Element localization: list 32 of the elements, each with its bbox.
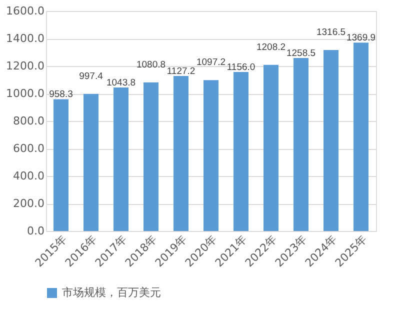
y-tick-label: 600.0: [13, 142, 44, 155]
y-tick-label: 800.0: [13, 114, 44, 128]
bar: [84, 94, 98, 231]
legend-label: 市场规模，百万美元: [62, 286, 161, 299]
data-label: 958.3: [49, 89, 73, 100]
y-tick-label: 1400.0: [6, 32, 44, 45]
y-tick-label: 400.0: [13, 170, 44, 182]
data-label: 1369.9: [346, 32, 376, 44]
bar: [264, 64, 278, 231]
data-label: 1258.5: [286, 48, 316, 59]
data-label: 1043.8: [106, 77, 136, 88]
bar: [294, 58, 308, 231]
y-tick-label: 1600.0: [6, 4, 44, 18]
bar: [174, 76, 188, 231]
data-label: 1127.2: [166, 66, 196, 78]
bar: [144, 82, 158, 231]
data-label: 1080.8: [136, 59, 166, 70]
y-tick-label: 200.0: [13, 197, 44, 210]
bar: [234, 72, 248, 231]
data-label: 997.4: [79, 70, 103, 82]
data-label: 1208.2: [256, 42, 286, 53]
bar: [204, 80, 218, 231]
data-label: 1156.0: [226, 62, 256, 74]
data-label: 1316.5: [316, 26, 346, 38]
bar: [54, 99, 68, 231]
y-tick-label: 1200.0: [6, 60, 44, 72]
bar: [114, 87, 128, 231]
bar: [324, 50, 338, 231]
bar: [354, 42, 368, 231]
data-label: 1097.2: [196, 57, 226, 68]
y-tick-label: 0.0: [27, 224, 44, 238]
y-tick-label: 1000.0: [6, 87, 44, 100]
